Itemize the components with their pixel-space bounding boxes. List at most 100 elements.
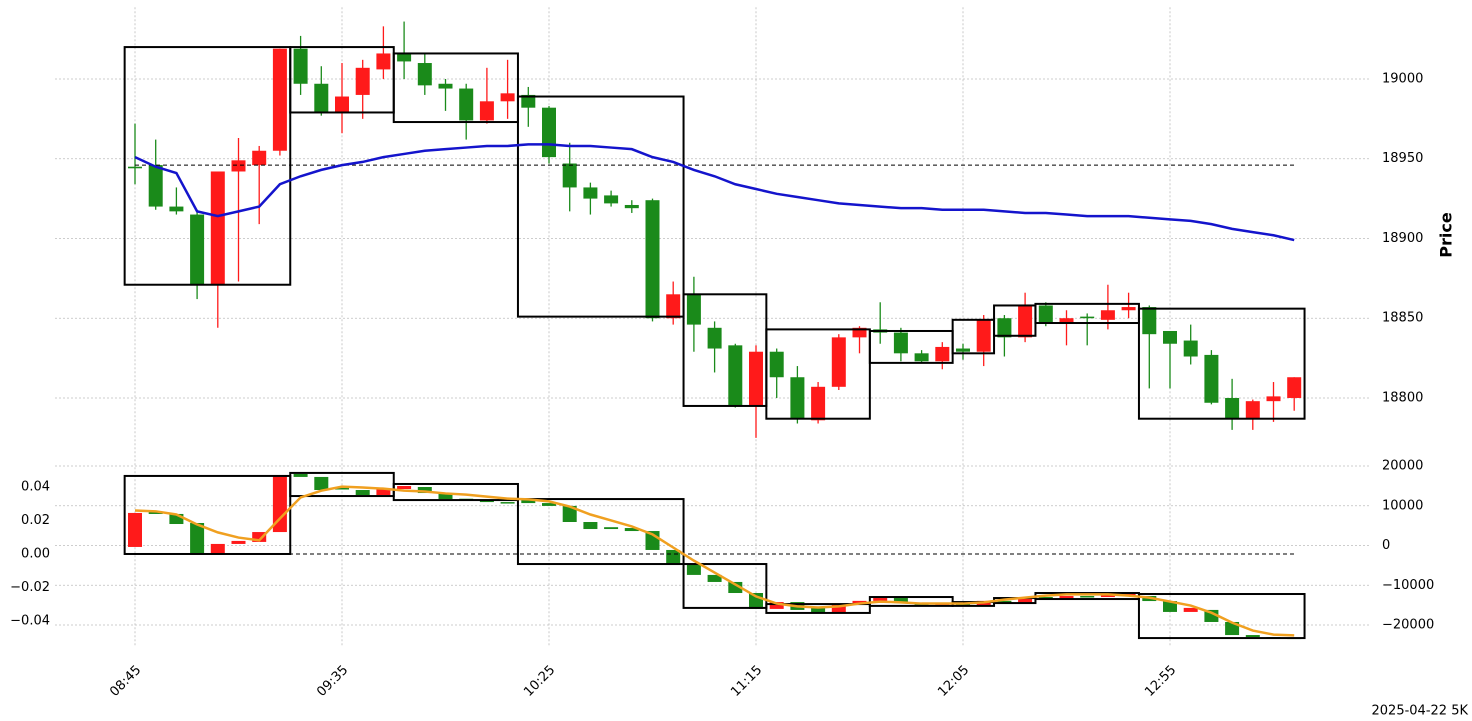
candle-body [728,581,743,594]
candle-body [562,505,577,522]
candle-body [500,502,515,504]
candle-body [686,294,701,325]
candle-body [272,475,287,533]
range-box [765,603,871,614]
candle-body [935,346,950,362]
candle-body [293,473,308,477]
candle-body [417,486,432,494]
candle-body [335,486,349,490]
candle-body [604,527,619,530]
candle-body [479,500,494,503]
candle-body [1245,635,1260,638]
range-box [1137,593,1306,640]
candle-body [459,88,474,121]
candle-body [1038,597,1053,600]
candle-body [811,606,826,613]
candle-body [210,171,225,285]
candle-body [1121,307,1136,311]
candle-body [1266,396,1281,402]
candle-body [956,348,970,352]
y-tick-label: 18950 [1382,151,1423,166]
candle-body [314,83,329,113]
candle-body [831,337,846,387]
candle-body [769,351,784,378]
candle-body [355,490,370,496]
candle-body [769,602,784,609]
candle-body [128,166,142,169]
candle-body [1163,330,1177,344]
range-box [682,563,768,609]
candle-body [293,48,308,84]
candle-body [873,598,888,601]
y-tick-label: 0.04 [21,479,50,494]
candle-body [583,187,598,199]
y2-tick-label: −20000 [1382,618,1434,633]
candle-body [997,318,1012,338]
candle-body [355,67,370,95]
range-box [123,474,292,555]
candle-body [438,83,453,89]
range-box [516,95,685,318]
candle-body [562,163,577,188]
candle-body [1100,595,1115,598]
range-box [392,482,519,502]
candle-body [893,598,908,604]
candle-body [190,523,205,554]
caption: 2025-04-22 5K [1372,704,1469,719]
candle-body [914,353,929,362]
x-tick-label: 08:45 [107,663,144,700]
candle-body [314,476,329,491]
candle-body [666,549,681,565]
candle-body [645,200,660,319]
candle-body [893,332,908,354]
candle-body [1100,310,1115,320]
candle-body [1163,601,1177,612]
candle-body [210,543,225,554]
candle-body [790,377,805,419]
candle-body [252,150,267,166]
candle-body [1038,305,1053,324]
range-box [516,498,685,566]
candle-body [1059,596,1074,600]
candle-body [707,327,722,349]
candle-body [438,493,453,500]
x-tick-label: 12:05 [935,663,972,700]
y-tick-label: 18900 [1382,231,1423,246]
candle-body [749,351,763,406]
candle-body [521,500,536,504]
candle-body [666,294,681,319]
candle-body [686,564,701,575]
y2-tick-label: 20000 [1382,459,1423,474]
candle-body [1204,609,1219,622]
candle-body [376,489,391,496]
candle-body [252,532,267,542]
candle-body [1245,401,1260,419]
candle-body [542,107,556,158]
x-tick-label: 12:55 [1142,663,1179,700]
y2-tick-label: 10000 [1382,498,1423,513]
candle-body [811,386,826,421]
candle-body [1080,596,1095,598]
candle-body [148,165,163,207]
candle-body [852,327,867,338]
candle-body [128,512,142,547]
x-tick-label: 11:15 [728,663,765,700]
x-tick-label: 10:25 [521,663,558,700]
candle-body [169,206,184,212]
candle-body [272,48,287,151]
candle-body [831,604,846,613]
candle-body [1183,340,1198,357]
candle-body [1287,377,1302,398]
candle-body [976,319,991,352]
range-box [765,328,871,420]
line [134,485,1295,637]
candle-body [1183,607,1198,612]
candle-body [542,503,556,506]
candle-body [190,214,205,285]
candle-body [169,513,184,525]
range-box [123,46,292,286]
candle-body [397,485,412,490]
y-tick-label: 19000 [1382,71,1423,86]
y-tick-label: −0.02 [10,580,50,595]
